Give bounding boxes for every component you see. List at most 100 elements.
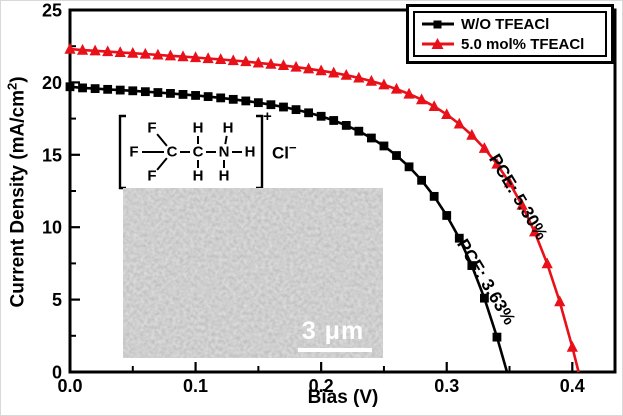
marker-triangle-5-0-mol-tfeacl bbox=[516, 198, 528, 210]
marker-square-w-o-tfeacl bbox=[241, 96, 251, 106]
sem-scale-label: 3 μm bbox=[301, 317, 365, 345]
sem-image-inset: 3 μm bbox=[123, 188, 383, 358]
bracket-right bbox=[256, 114, 264, 190]
sem-scale-bar bbox=[298, 348, 372, 352]
marker-triangle-5-0-mol-tfeacl bbox=[441, 108, 453, 120]
marker-square-w-o-tfeacl bbox=[128, 86, 138, 96]
legend-label: W/O TFEACl bbox=[461, 15, 550, 33]
marker-square-w-o-tfeacl bbox=[65, 82, 75, 92]
marker-square-w-o-tfeacl bbox=[316, 111, 326, 121]
marker-square-w-o-tfeacl bbox=[228, 94, 238, 104]
marker-square-w-o-tfeacl bbox=[140, 87, 150, 97]
molecule-atom-f: F bbox=[129, 144, 138, 161]
marker-square-w-o-tfeacl bbox=[480, 293, 489, 303]
molecule-atom-h: H bbox=[193, 168, 204, 185]
legend-inner-box: W/O TFEACl 5.0 mol% TFEACl bbox=[413, 11, 607, 57]
marker-square-w-o-tfeacl bbox=[304, 108, 313, 118]
marker-square-w-o-tfeacl bbox=[216, 93, 226, 103]
y-tick-label: 20 bbox=[42, 73, 62, 93]
marker-triangle-5-0-mol-tfeacl bbox=[390, 82, 403, 94]
marker-triangle-5-0-mol-tfeacl bbox=[189, 51, 202, 63]
marker-triangle-5-0-mol-tfeacl bbox=[164, 49, 177, 61]
molecule-bond bbox=[156, 133, 168, 147]
marker-triangle-5-0-mol-tfeacl bbox=[529, 225, 541, 237]
legend-item-wo-tfeacl: W/O TFEACl bbox=[419, 14, 601, 34]
marker-triangle-5-0-mol-tfeacl bbox=[541, 257, 553, 269]
y-axis-title-text: Current Density (mA/cm bbox=[7, 90, 29, 308]
marker-triangle-5-0-mol-tfeacl bbox=[478, 142, 491, 153]
marker-square-w-o-tfeacl bbox=[329, 116, 339, 125]
x-tick-label: 0.3 bbox=[434, 376, 459, 396]
marker-square-w-o-tfeacl bbox=[166, 89, 175, 98]
legend-swatch-triangle bbox=[422, 38, 454, 49]
marker-square-w-o-tfeacl bbox=[203, 92, 213, 101]
marker-triangle-5-0-mol-tfeacl bbox=[290, 60, 302, 72]
counter-ion: Cl− bbox=[272, 140, 297, 164]
marker-square-w-o-tfeacl bbox=[103, 84, 113, 94]
x-tick-label: 0.1 bbox=[183, 376, 208, 396]
marker-triangle-5-0-mol-tfeacl bbox=[403, 87, 415, 99]
molecule-atom-f: F bbox=[147, 168, 156, 185]
marker-triangle-5-0-mol-tfeacl bbox=[466, 128, 478, 140]
marker-triangle-5-0-mol-tfeacl bbox=[252, 56, 264, 68]
marker-triangle-5-0-mol-tfeacl bbox=[152, 48, 164, 60]
molecule-atom-h: H bbox=[219, 168, 230, 185]
marker-triangle-5-0-mol-tfeacl bbox=[114, 46, 126, 58]
marker-triangle-5-0-mol-tfeacl bbox=[566, 340, 578, 352]
marker-triangle-5-0-mol-tfeacl bbox=[102, 45, 114, 57]
molecule-atom-f: F bbox=[147, 120, 156, 137]
marker-square-w-o-tfeacl bbox=[178, 90, 188, 99]
marker-square-w-o-tfeacl bbox=[266, 100, 276, 110]
marker-square-w-o-tfeacl bbox=[429, 191, 439, 201]
marker-triangle-5-0-mol-tfeacl bbox=[365, 74, 377, 86]
marker-square-w-o-tfeacl bbox=[404, 162, 414, 172]
marker-triangle-5-0-mol-tfeacl bbox=[353, 71, 365, 83]
marker-triangle-5-0-mol-tfeacl bbox=[328, 66, 340, 78]
molecule-atom-h: H bbox=[223, 120, 234, 137]
y-tick-label: 25 bbox=[42, 1, 62, 21]
molecule-atom-c: C bbox=[193, 144, 204, 161]
molecule-bond bbox=[224, 135, 228, 145]
marker-triangle-5-0-mol-tfeacl bbox=[428, 100, 440, 112]
marker-triangle-5-0-mol-tfeacl bbox=[64, 42, 76, 54]
marker-triangle-5-0-mol-tfeacl bbox=[416, 93, 428, 105]
molecule-atom-n: N bbox=[219, 144, 230, 161]
counter-ion-symbol: Cl bbox=[272, 143, 289, 163]
marker-triangle-5-0-mol-tfeacl bbox=[215, 53, 227, 64]
marker-square-w-o-tfeacl bbox=[341, 121, 351, 130]
y-tick-label: 5 bbox=[52, 290, 62, 310]
marker-triangle-5-0-mol-tfeacl bbox=[76, 43, 89, 55]
y-tick-label: 0 bbox=[52, 363, 62, 383]
marker-triangle-5-0-mol-tfeacl bbox=[227, 54, 239, 66]
marker-square-w-o-tfeacl bbox=[454, 233, 464, 243]
counter-ion-charge: − bbox=[289, 140, 297, 155]
x-tick-label: 0.2 bbox=[309, 376, 334, 396]
marker-triangle-5-0-mol-tfeacl bbox=[277, 59, 290, 71]
marker-square-w-o-tfeacl bbox=[392, 151, 401, 160]
marker-square-w-o-tfeacl bbox=[467, 261, 477, 270]
marker-square-w-o-tfeacl bbox=[191, 91, 200, 100]
marker-triangle-5-0-mol-tfeacl bbox=[139, 47, 151, 59]
marker-square-w-o-tfeacl bbox=[417, 175, 427, 185]
sem-texture bbox=[123, 188, 383, 358]
marker-triangle-5-0-mol-tfeacl bbox=[554, 295, 566, 307]
marker-triangle-5-0-mol-tfeacl bbox=[265, 57, 277, 69]
marker-triangle-5-0-mol-tfeacl bbox=[315, 64, 327, 76]
marker-square-w-o-tfeacl bbox=[279, 102, 288, 112]
legend: W/O TFEACl 5.0 mol% TFEACl bbox=[406, 4, 614, 64]
y-tick-label: 10 bbox=[42, 218, 62, 238]
marker-triangle-5-0-mol-tfeacl bbox=[302, 62, 315, 74]
marker-square-w-o-tfeacl bbox=[253, 98, 263, 108]
marker-triangle-5-0-mol-tfeacl bbox=[202, 52, 214, 64]
legend-item-tfeacl: 5.0 mol% TFEACl bbox=[419, 34, 601, 54]
marker-triangle-5-0-mol-tfeacl bbox=[240, 55, 252, 67]
x-axis-title: Bias (V) bbox=[307, 387, 379, 408]
marker-square-w-o-tfeacl bbox=[354, 126, 364, 136]
marker-triangle-5-0-mol-tfeacl bbox=[378, 78, 390, 90]
marker-square-w-o-tfeacl bbox=[379, 141, 389, 151]
marker-square-w-o-tfeacl bbox=[366, 133, 376, 143]
marker-square-w-o-tfeacl bbox=[492, 332, 502, 342]
